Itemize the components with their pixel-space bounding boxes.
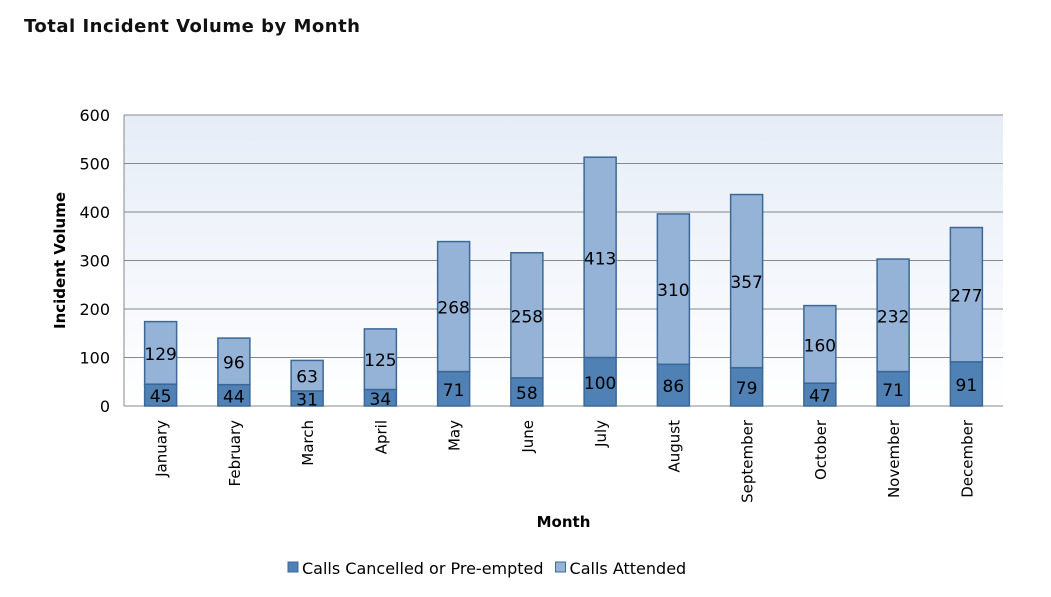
x-tick-label: January: [153, 420, 171, 478]
bar-attended: [436, 240, 471, 373]
data-label: 45: [150, 387, 172, 407]
data-label: 44: [223, 387, 245, 407]
data-label: 268: [437, 299, 469, 319]
data-label: 31: [296, 390, 318, 410]
bar-attended: [510, 251, 544, 379]
data-label: 232: [877, 307, 909, 327]
data-label: 71: [882, 381, 904, 401]
bar-attended: [656, 213, 691, 366]
bar-attended: [290, 359, 324, 392]
bar-attended: [363, 328, 398, 391]
bar-cancelled: [876, 370, 910, 407]
data-label: 58: [516, 384, 538, 404]
data-label: 34: [370, 390, 392, 410]
bar-attended: [217, 337, 251, 386]
legend-label: Calls Attended: [570, 559, 687, 578]
data-label: 91: [956, 376, 978, 396]
y-tick-label: 100: [79, 349, 110, 368]
legend-swatch: [287, 561, 299, 573]
data-label: 129: [144, 345, 176, 365]
x-tick-label: September: [739, 419, 757, 503]
x-tick-label: May: [446, 420, 464, 451]
bar-cancelled: [729, 366, 764, 407]
x-tick-label: April: [372, 420, 390, 454]
y-tick-label: 0: [100, 397, 110, 416]
data-label: 277: [950, 287, 982, 307]
data-label: 71: [443, 381, 465, 401]
y-tick-label: 400: [79, 203, 110, 222]
x-tick-label: August: [665, 420, 683, 473]
legend-swatch: [555, 561, 567, 573]
data-label: 413: [584, 249, 616, 269]
x-tick-label: November: [885, 419, 903, 498]
data-label: 79: [736, 379, 758, 399]
bar-attended: [949, 226, 984, 363]
data-label: 258: [511, 307, 543, 327]
y-axis-title: Incident Volume: [51, 192, 69, 329]
x-tick-label: December: [958, 419, 976, 498]
y-tick-label: 200: [79, 300, 110, 319]
x-tick-label: July: [592, 420, 610, 448]
data-label: 47: [809, 387, 831, 407]
bar-cancelled: [949, 361, 984, 407]
data-label: 357: [730, 273, 762, 293]
y-tick-label: 600: [79, 106, 110, 125]
bar-attended: [876, 258, 910, 373]
bar-attended: [143, 320, 178, 385]
y-tick-label: 300: [79, 252, 110, 271]
chart-title: Total Incident Volume by Month: [24, 16, 361, 37]
legend-label: Calls Cancelled or Pre-empted: [302, 559, 544, 578]
data-label: 100: [584, 374, 616, 394]
data-label: 86: [663, 377, 685, 397]
data-label: 96: [223, 353, 245, 373]
bar-cancelled: [656, 363, 691, 407]
x-tick-label: June: [519, 420, 537, 454]
x-tick-label: October: [812, 419, 830, 480]
bar-cancelled: [510, 377, 544, 407]
data-label: 310: [657, 281, 689, 301]
bar-attended: [583, 156, 617, 359]
data-label: 160: [804, 336, 836, 356]
y-tick-label: 500: [79, 155, 110, 174]
x-axis-title: Month: [537, 513, 591, 531]
data-label: 63: [296, 368, 318, 388]
x-tick-label: February: [226, 420, 244, 487]
bar-attended: [803, 304, 837, 384]
x-tick-label: March: [299, 420, 317, 466]
bar-attended: [729, 193, 764, 369]
data-label: 125: [364, 351, 396, 371]
